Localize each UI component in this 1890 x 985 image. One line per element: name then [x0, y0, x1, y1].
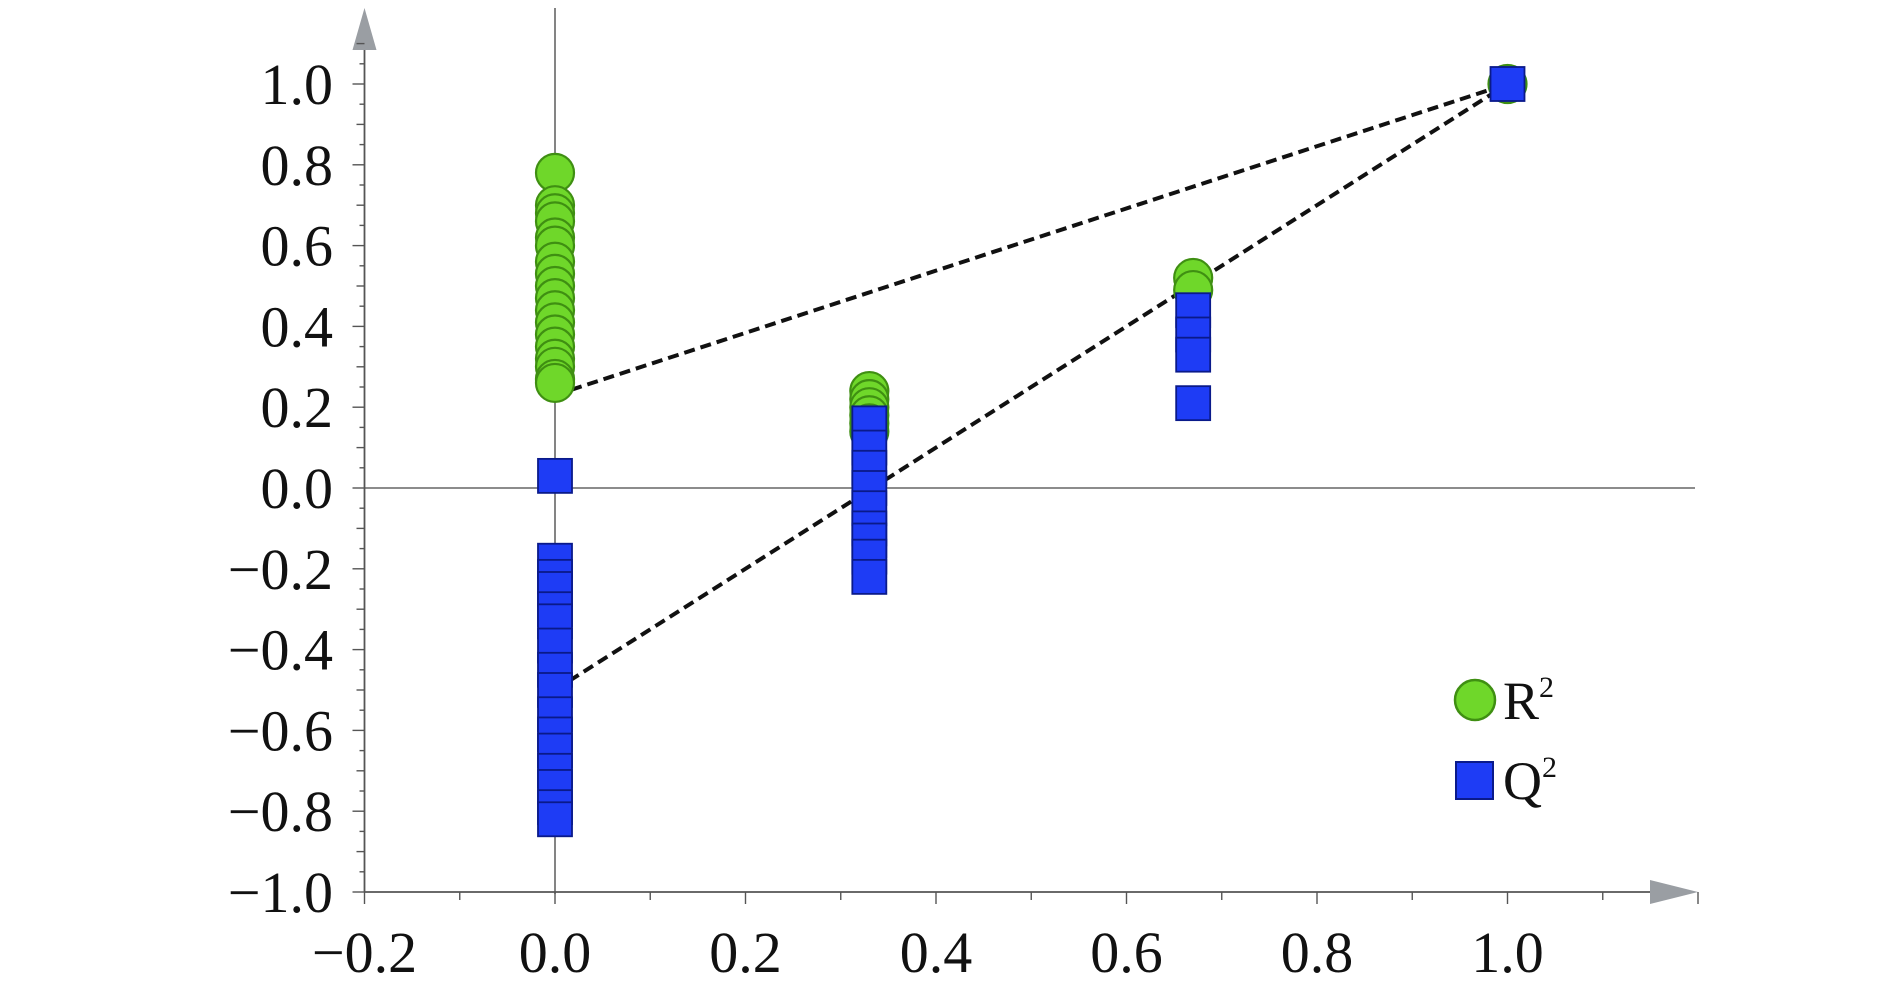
- legend-r2-label: R2: [1503, 671, 1554, 731]
- q2-point: [1175, 385, 1212, 422]
- y-tick-label: −1.0: [228, 860, 333, 925]
- regression-line: [553, 82, 1509, 692]
- y-tick-label: −0.6: [228, 698, 333, 763]
- x-tick-label: 0.0: [519, 920, 592, 985]
- x-tick-label: 0.6: [1090, 920, 1163, 985]
- q2-point: [1175, 336, 1212, 373]
- axes: [352, 8, 1698, 904]
- data-points: [534, 63, 1528, 838]
- y-tick-label: 0.6: [261, 214, 334, 279]
- legend-r2-marker: [1453, 678, 1497, 722]
- r2-point: [534, 362, 576, 404]
- legend-q2-label: Q2: [1503, 751, 1557, 811]
- q2-point: [537, 457, 573, 494]
- x-tick-label: 0.2: [709, 920, 782, 985]
- regression-line: [554, 82, 1509, 397]
- x-tick-label: −0.2: [312, 920, 417, 985]
- tick-labels: −1.0 −0.8 −0.6 −0.4 −0.2 0.0 0.2 0.4 0.6 0.8 1.0 −0…: [228, 52, 1544, 985]
- legend-q2-marker: [1455, 761, 1494, 800]
- q2-point: [1489, 66, 1526, 102]
- x-tick-label: 0.8: [1281, 920, 1354, 985]
- x-tick-label: 0.4: [900, 920, 973, 985]
- q2-point: [851, 558, 888, 595]
- y-tick-label: 0.8: [261, 133, 334, 198]
- y-axis-arrow: [352, 8, 377, 50]
- x-tick-label: 1.0: [1471, 920, 1544, 985]
- y-tick-label: −0.2: [228, 537, 333, 602]
- y-tick-label: −0.4: [228, 618, 333, 683]
- x-axis-arrow: [1650, 880, 1698, 904]
- q2-point: [537, 801, 573, 838]
- y-tick-label: −0.8: [228, 779, 333, 844]
- ticks: [352, 42, 1699, 904]
- y-tick-label: 0.2: [261, 375, 334, 440]
- y-tick-label: 0.0: [261, 456, 334, 521]
- y-tick-label: 1.0: [261, 52, 334, 117]
- regression-lines: [553, 82, 1509, 692]
- y-tick-label: 0.4: [261, 294, 334, 359]
- legend: R2 Q2: [1453, 671, 1557, 811]
